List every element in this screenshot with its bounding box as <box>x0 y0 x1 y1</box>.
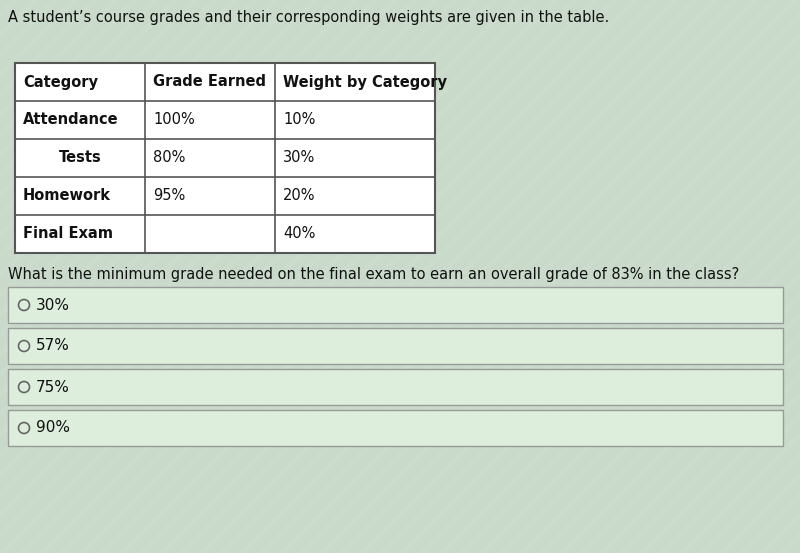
Text: Tests: Tests <box>58 150 102 165</box>
Text: 30%: 30% <box>36 298 70 312</box>
Text: Final Exam: Final Exam <box>23 227 113 242</box>
Text: 57%: 57% <box>36 338 70 353</box>
Bar <box>8 410 783 446</box>
Text: Homework: Homework <box>23 189 111 204</box>
Bar <box>8 369 783 405</box>
Text: 10%: 10% <box>283 112 315 128</box>
Text: 80%: 80% <box>153 150 186 165</box>
Text: Grade Earned: Grade Earned <box>153 75 266 90</box>
Text: A student’s course grades and their corresponding weights are given in the table: A student’s course grades and their corr… <box>8 10 610 25</box>
Text: 100%: 100% <box>153 112 194 128</box>
Text: What is the minimum grade needed on the final exam to earn an overall grade of 8: What is the minimum grade needed on the … <box>8 267 739 282</box>
Bar <box>15 63 435 253</box>
Bar <box>8 287 783 323</box>
Text: 75%: 75% <box>36 379 70 394</box>
Text: Category: Category <box>23 75 98 90</box>
Text: Attendance: Attendance <box>23 112 118 128</box>
Text: 40%: 40% <box>283 227 315 242</box>
Text: 30%: 30% <box>283 150 315 165</box>
Text: Weight by Category: Weight by Category <box>283 75 447 90</box>
Text: 20%: 20% <box>283 189 315 204</box>
Bar <box>8 328 783 364</box>
Text: 90%: 90% <box>36 420 70 436</box>
Text: 95%: 95% <box>153 189 186 204</box>
